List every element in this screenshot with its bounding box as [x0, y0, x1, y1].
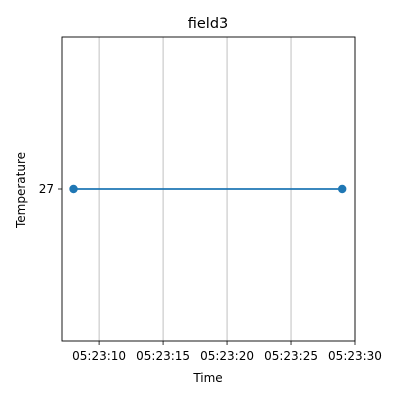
x-tick-label: 05:23:20: [200, 349, 254, 363]
x-tick-label: 05:23:10: [72, 349, 126, 363]
y-axis-label: Temperature: [14, 152, 28, 229]
x-tick-label: 05:23:30: [328, 349, 382, 363]
data-point: [69, 184, 78, 194]
x-tick-label: 05:23:25: [264, 349, 318, 363]
y-tick-label: 27: [39, 182, 54, 196]
ticks: 05:23:10 05:23:15 05:23:20 05:23:25 05:23:30…: [39, 182, 382, 363]
chart-title: field3: [188, 16, 229, 32]
x-tick-label: 05:23:15: [136, 349, 190, 363]
data-point: [338, 184, 347, 194]
series-layer: [69, 184, 347, 194]
x-axis-label: Time: [192, 371, 222, 385]
